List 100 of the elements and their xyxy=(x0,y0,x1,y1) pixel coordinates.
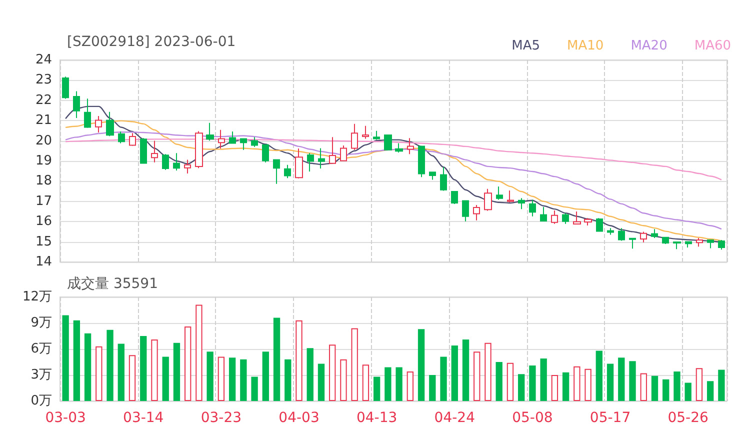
bar xyxy=(506,362,514,401)
candlestick xyxy=(151,140,158,163)
bar xyxy=(329,344,336,401)
bar xyxy=(496,362,502,401)
bar xyxy=(629,361,636,401)
x-tick-label: 03-14 xyxy=(123,410,164,426)
bar xyxy=(429,375,436,401)
candlestick xyxy=(696,237,703,248)
y-tick-label: 17 xyxy=(35,194,52,209)
y-tick-label: 14 xyxy=(35,254,52,270)
y-tick-label: 16 xyxy=(35,214,52,230)
bar xyxy=(651,376,658,401)
bar xyxy=(84,333,92,401)
candlestick xyxy=(607,228,614,236)
y-tick-label: 9万 xyxy=(30,316,52,330)
bar xyxy=(206,352,214,401)
candlestick xyxy=(551,210,558,224)
bar xyxy=(218,356,225,401)
bar xyxy=(406,372,414,401)
candlestick xyxy=(418,146,425,178)
candlestick xyxy=(496,186,503,200)
candlestick xyxy=(307,152,314,172)
bar xyxy=(228,358,236,401)
candlestick xyxy=(373,130,380,140)
y-tick-label: 12万 xyxy=(22,290,52,304)
x-tick-label: 04-03 xyxy=(278,410,320,426)
candlestick xyxy=(95,115,102,134)
bar xyxy=(718,370,725,401)
bar xyxy=(262,352,269,401)
bar xyxy=(696,368,703,401)
y-tick-label: 19 xyxy=(35,154,52,168)
candlestick xyxy=(329,136,336,164)
chart-title: [SZ002918] 2023-06-01 xyxy=(67,34,236,50)
y-tick-label: 23 xyxy=(35,72,52,88)
candlestick xyxy=(484,188,492,212)
candlestick xyxy=(718,239,725,250)
text: MA60 xyxy=(694,38,732,54)
candlestick xyxy=(162,154,169,170)
y-tick-label: 0万 xyxy=(30,394,52,408)
text: MA5 xyxy=(512,38,540,54)
x-tick-label: 03-23 xyxy=(200,410,242,426)
bar xyxy=(96,346,102,401)
bar xyxy=(162,356,169,401)
candlestick xyxy=(384,134,392,151)
candlestick xyxy=(229,131,236,144)
bar xyxy=(62,315,69,401)
bar xyxy=(196,304,202,401)
bar xyxy=(574,366,580,401)
candlestick xyxy=(584,218,592,226)
candlestick xyxy=(362,125,369,140)
bar xyxy=(662,379,670,401)
candlestick xyxy=(62,76,69,100)
candlestick xyxy=(451,191,458,205)
bar xyxy=(706,381,714,401)
bar xyxy=(596,350,602,401)
candlestick xyxy=(540,206,547,222)
candlestick xyxy=(662,236,669,245)
bar xyxy=(251,376,258,401)
line-series xyxy=(64,132,722,230)
candlestick xyxy=(284,164,291,179)
candlestick xyxy=(529,199,536,217)
bar xyxy=(296,320,302,401)
candlestick xyxy=(640,231,647,243)
candlestick xyxy=(262,144,269,163)
bar xyxy=(106,330,114,401)
bar xyxy=(462,339,470,401)
candlestick xyxy=(685,241,692,248)
bar xyxy=(173,342,180,401)
x-tick-label: 05-17 xyxy=(590,410,631,426)
bar xyxy=(140,336,147,401)
x-tick-label: 03-03 xyxy=(45,410,86,426)
bar xyxy=(562,372,570,401)
chart-title: 成交量 35591 xyxy=(67,276,158,292)
candlestick xyxy=(407,138,414,155)
bar xyxy=(418,329,425,401)
candlestick xyxy=(462,200,469,222)
bar xyxy=(284,359,292,401)
bar xyxy=(684,382,692,401)
x-tick-label: 04-13 xyxy=(356,410,398,426)
candlestick xyxy=(118,131,125,144)
candlestick xyxy=(395,142,403,154)
bar xyxy=(606,364,614,401)
candlestick xyxy=(507,190,514,203)
candlestick xyxy=(673,242,681,250)
bar xyxy=(640,373,647,401)
bar xyxy=(529,365,536,401)
y-tick-label: 20 xyxy=(35,133,52,148)
candlestick xyxy=(562,212,569,224)
bar xyxy=(674,372,680,401)
bar xyxy=(184,326,192,401)
candlestick xyxy=(440,166,447,192)
y-tick-label: 22 xyxy=(35,92,52,108)
bar xyxy=(451,346,458,401)
candlestick xyxy=(707,239,714,249)
candlestick xyxy=(195,130,203,169)
bar xyxy=(128,355,136,401)
line-series xyxy=(64,138,722,180)
candlestick xyxy=(106,111,114,137)
bar xyxy=(540,358,547,401)
bar xyxy=(362,364,370,401)
